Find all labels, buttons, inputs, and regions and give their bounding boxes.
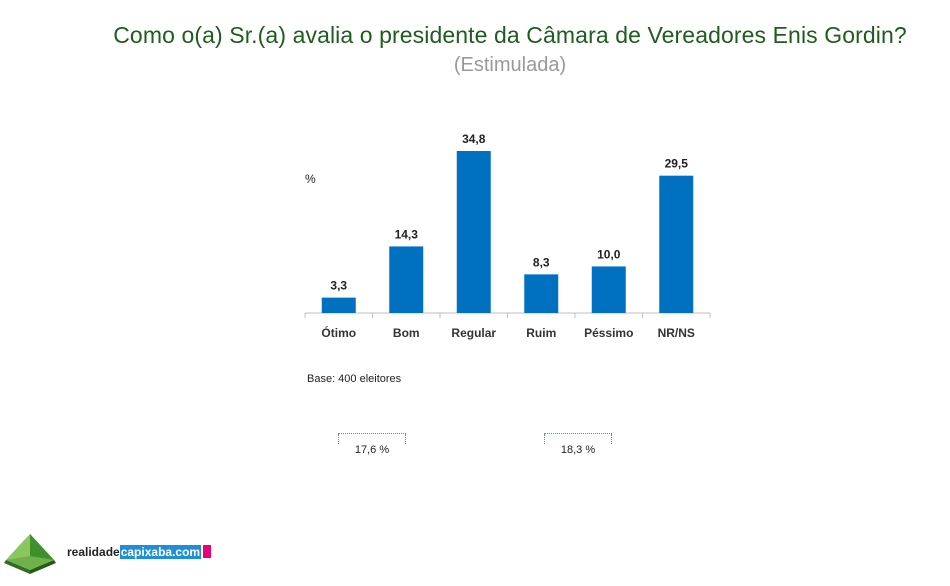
base-note: Base: 400 eleitores [307, 373, 402, 385]
data-label-1: 14,3 [395, 227, 419, 241]
data-label-2: 34,8 [462, 132, 486, 146]
chart-subtitle: (Estimulada) [453, 54, 567, 76]
chart-title: Como o(a) Sr.(a) avalia o presidente da … [113, 22, 907, 48]
negative-sum-value: 18,3 % [560, 444, 596, 456]
bar-4 [591, 266, 626, 313]
logo-text-plain: realidade [67, 545, 120, 559]
category-label-1: Bom [393, 326, 420, 340]
negative-sum-box: 18,3 % [544, 433, 612, 461]
positive-sum-value: 17,6 % [354, 444, 390, 456]
data-label-3: 8,3 [533, 255, 550, 269]
logo-accent-square [203, 545, 211, 558]
category-label-0: Ótimo [321, 325, 356, 340]
bar-5 [659, 175, 694, 313]
green-pyramid-icon [4, 534, 56, 574]
category-label-3: Ruim [526, 326, 556, 340]
data-label-5: 29,5 [665, 157, 689, 171]
logo-text-highlight: capixaba.com [119, 545, 202, 559]
bar-0 [321, 297, 356, 313]
bar-3 [524, 274, 559, 313]
bar-2 [456, 151, 491, 313]
category-label-2: Regular [451, 326, 496, 340]
category-label-5: NR/NS [658, 326, 695, 340]
category-label-4: Péssimo [584, 326, 633, 340]
positive-sum-box: 17,6 % [338, 433, 406, 461]
bar-1 [389, 246, 424, 313]
data-label-4: 10,0 [597, 247, 621, 261]
y-unit-label: % [305, 172, 316, 186]
data-label-0: 3,3 [330, 279, 347, 293]
logo-text: realidadecapixaba.com [67, 545, 202, 559]
